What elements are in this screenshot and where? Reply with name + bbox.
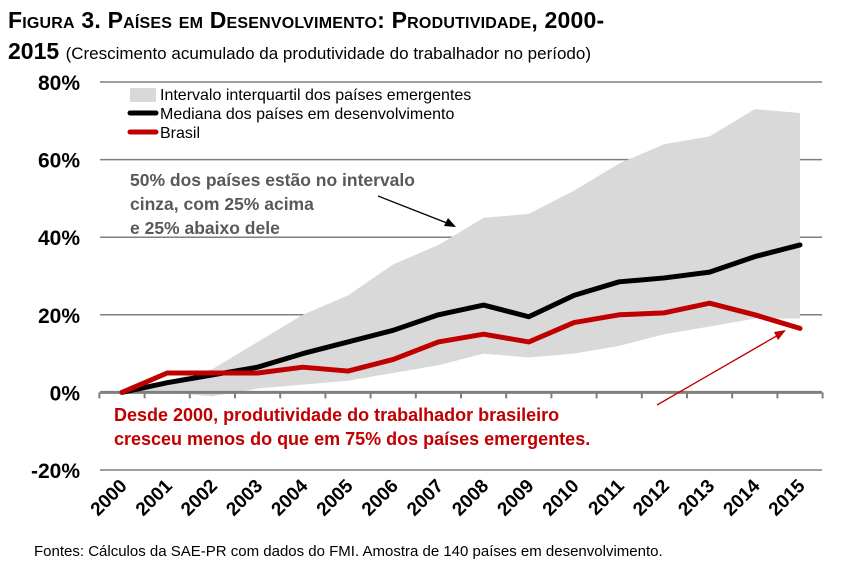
y-tick-label: -20% (31, 460, 80, 483)
annotation-red-line: Desde 2000, produtividade do trabalhador… (114, 405, 559, 425)
legend-label: Brasil (160, 125, 200, 142)
x-tick-label: 2011 (585, 475, 629, 519)
x-tick-label: 2009 (494, 476, 539, 521)
annotations: 50% dos países estão no intervalo cinza, … (114, 170, 786, 449)
x-tick-label: 2003 (222, 476, 267, 521)
legend-label: Intervalo interquartil dos países emerge… (160, 87, 471, 104)
chart-title-continuation: 2015 (8, 38, 60, 64)
x-tick-label: 2006 (358, 476, 403, 521)
chart-subtitle-row: 2015 (Crescimento acumulado da produtivi… (8, 36, 591, 69)
x-tick-label: 2008 (448, 476, 493, 521)
chart-title: Figura 3. Países em Desenvolvimento: Pro… (8, 6, 853, 34)
plot-area (98, 81, 824, 471)
annotation-gray-arrow (377, 195, 453, 226)
x-tick-label: 2015 (765, 475, 810, 520)
brasil-line (119, 300, 803, 395)
y-tick-label: 80% (38, 72, 80, 95)
y-axis-labels: 80% 60% 40% 20% 0% -20% (31, 72, 80, 483)
y-tick-label: 60% (38, 150, 80, 173)
x-tick-label: 2005 (313, 475, 358, 520)
annotation-gray-line: 50% dos países estão no intervalo (130, 170, 415, 190)
chart-subtitle: (Crescimento acumulado da produtividade … (65, 44, 591, 63)
x-tick-label: 2000 (87, 476, 132, 521)
legend-label: Mediana dos países em desenvolvimento (160, 106, 454, 123)
annotation-gray-line: cinza, com 25% acima (130, 194, 314, 214)
x-tick-label: 2013 (674, 476, 719, 521)
annotation-red-line: cresceu menos do que em 75% dos países e… (114, 429, 590, 449)
x-axis-labels: 2000 2001 2002 2003 2004 2005 2006 2007 2008 2009… (87, 475, 810, 520)
annotation-gray-line: e 25% abaixo dele (130, 218, 280, 238)
annotation-red-arrowhead (774, 330, 786, 340)
annotation-red-arrow (656, 333, 781, 406)
source-note: Fontes: Cálculos da SAE-PR com dados do … (34, 543, 663, 560)
legend-swatch-band (130, 88, 156, 102)
x-tick-label: 2004 (268, 475, 313, 520)
line-chart: 80%60%40%20%0%-20% 2000 2001 2002 2003 2004 2… (31, 72, 824, 520)
y-tick-label: 40% (38, 227, 80, 250)
chart-title-text: Figura 3. Países em Desenvolvimento: Pro… (8, 7, 605, 33)
y-tick-label: 0% (50, 382, 81, 405)
x-tick-label: 2012 (629, 476, 674, 521)
legend: Intervalo interquartil dos países emerge… (127, 87, 471, 142)
x-tick-label: 2014 (720, 475, 765, 520)
x-tick-label: 2002 (177, 476, 222, 521)
x-tick-label: 2010 (539, 476, 584, 521)
interquartile-band (122, 109, 800, 397)
x-tick-label: 2001 (132, 475, 177, 520)
x-tick-label: 2007 (403, 476, 448, 521)
y-tick-label: 20% (38, 305, 80, 328)
annotation-gray-arrowhead (444, 218, 456, 227)
